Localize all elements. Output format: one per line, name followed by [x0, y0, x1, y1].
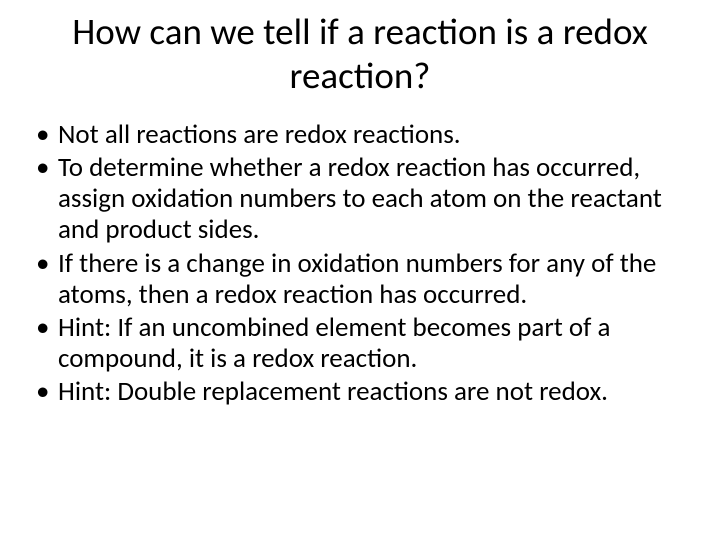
list-item: To determine whether a redox reaction ha… — [58, 152, 690, 245]
list-item: If there is a change in oxidation number… — [58, 248, 690, 310]
bullet-list: Not all reactions are redox reactions. T… — [30, 119, 690, 406]
list-item: Hint: If an uncombined element becomes p… — [58, 312, 690, 374]
slide-title: How can we tell if a reaction is a redox… — [30, 10, 690, 97]
slide: How can we tell if a reaction is a redox… — [0, 0, 720, 540]
list-item: Not all reactions are redox reactions. — [58, 119, 690, 150]
list-item: Hint: Double replacement reactions are n… — [58, 376, 690, 407]
